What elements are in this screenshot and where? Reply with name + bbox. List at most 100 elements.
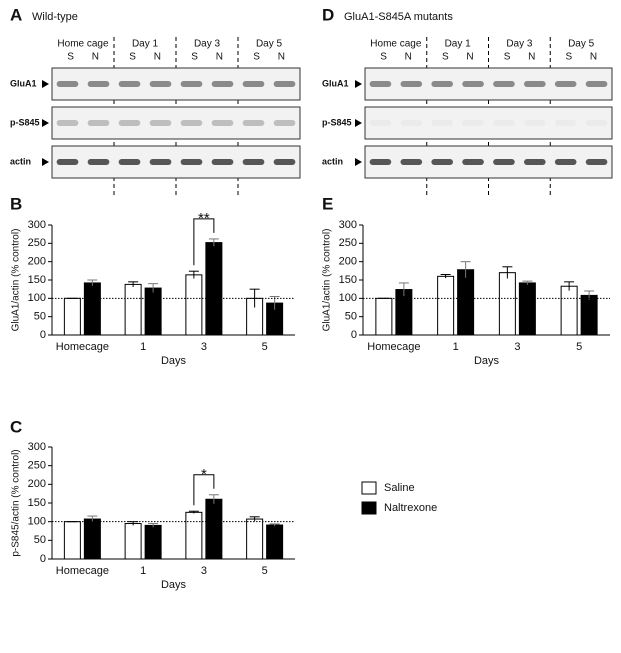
lane-label: N: [92, 52, 99, 63]
y-tick-label: 300: [28, 441, 46, 453]
blot-band: [211, 159, 234, 165]
blot-band: [431, 81, 453, 87]
blot-band: [180, 120, 203, 126]
blot-band: [211, 81, 234, 87]
lane-label: S: [129, 52, 136, 63]
blot-band: [554, 159, 577, 165]
blot-band: [87, 120, 110, 126]
y-tick-label: 250: [28, 237, 46, 249]
panel-letter: A: [10, 5, 22, 24]
panel-letter: D: [322, 5, 334, 24]
bar: [83, 282, 101, 336]
group-label: Day 5: [568, 39, 595, 50]
x-tick-label: 5: [576, 341, 582, 353]
lane-label: N: [528, 52, 535, 63]
error-bar: [87, 515, 98, 523]
x-tick-label: 5: [262, 565, 268, 577]
blot-band: [555, 120, 577, 126]
bar: [144, 287, 162, 336]
bar: [395, 289, 413, 336]
group-label: Day 1: [132, 39, 159, 50]
bar: [63, 521, 81, 560]
error-bar: [87, 279, 98, 286]
y-tick-label: 50: [345, 311, 357, 323]
significance-bracket: [193, 474, 215, 506]
group-label: Home cage: [57, 39, 109, 50]
blot-band: [524, 159, 546, 165]
y-axis-label: p-S845/actin (% control): [11, 449, 22, 556]
legend-swatch: [361, 481, 377, 495]
bar: [457, 269, 475, 336]
error-bar: [440, 274, 451, 279]
x-tick-label: 3: [201, 565, 207, 577]
lane-label: N: [216, 52, 223, 63]
blot-band: [56, 81, 79, 87]
blot-band: [149, 81, 172, 87]
bar: [437, 275, 455, 336]
error-bar: [249, 516, 260, 522]
lane-label: N: [590, 52, 597, 63]
blot-band: [369, 159, 392, 165]
x-axis-label: Days: [161, 579, 187, 591]
y-tick-label: 0: [351, 329, 357, 341]
y-tick-label: 250: [28, 460, 46, 472]
blot-band: [401, 120, 423, 126]
lane-label: S: [380, 52, 387, 63]
x-tick-label: Homecage: [367, 341, 420, 353]
error-bar: [188, 270, 199, 279]
blot-strip: [51, 106, 301, 140]
blot-band: [180, 159, 203, 165]
blot-band: [462, 159, 484, 165]
panel-letter: B: [10, 194, 22, 213]
y-tick-label: 100: [28, 516, 46, 528]
error-bar: [188, 510, 199, 514]
error-bar: [208, 238, 219, 247]
legend-label: Saline: [384, 482, 415, 494]
y-tick-label: 300: [339, 219, 357, 231]
group-label: Day 3: [506, 39, 533, 50]
blot-band: [242, 159, 265, 165]
y-tick-label: 300: [28, 219, 46, 231]
panel-title: Wild-type: [32, 11, 78, 23]
blot-band: [149, 159, 172, 165]
lane-label: S: [253, 52, 260, 63]
error-bar: [148, 283, 159, 293]
error-bar: [208, 494, 219, 504]
row-label: p-S845: [10, 117, 40, 127]
y-tick-label: 150: [28, 274, 46, 286]
row-arrow: [42, 80, 49, 88]
x-tick-label: 1: [140, 341, 146, 353]
lane-label: N: [154, 52, 161, 63]
legend-swatch: [361, 501, 377, 515]
error-bar: [522, 280, 533, 285]
lane-label: N: [466, 52, 473, 63]
bar: [518, 282, 536, 336]
row-arrow: [42, 119, 49, 127]
y-tick-label: 150: [339, 274, 357, 286]
error-bar: [398, 282, 409, 297]
blot-band: [118, 81, 141, 87]
group-label: Day 3: [194, 39, 221, 50]
row-label: actin: [10, 156, 31, 166]
error-bar: [249, 288, 260, 308]
y-tick-label: 50: [34, 311, 46, 323]
x-tick-label: 1: [140, 565, 146, 577]
significance-label: *: [201, 466, 207, 483]
lane-label: S: [67, 52, 74, 63]
y-tick-label: 50: [34, 534, 46, 546]
blot-band: [462, 81, 484, 87]
panel-title: GluA1-S845A mutants: [344, 11, 453, 23]
blot-strip: [364, 106, 613, 140]
error-bar: [269, 523, 280, 527]
blot-band: [400, 159, 423, 165]
x-tick-label: 3: [201, 341, 207, 353]
blot-band: [273, 120, 296, 126]
blot-band: [554, 81, 577, 87]
blot-band: [586, 120, 608, 126]
error-bar: [460, 261, 471, 278]
blot-band: [242, 81, 265, 87]
bar: [560, 285, 578, 336]
row-label: GluA1: [322, 78, 349, 88]
bar: [144, 524, 162, 560]
bar: [266, 524, 284, 560]
